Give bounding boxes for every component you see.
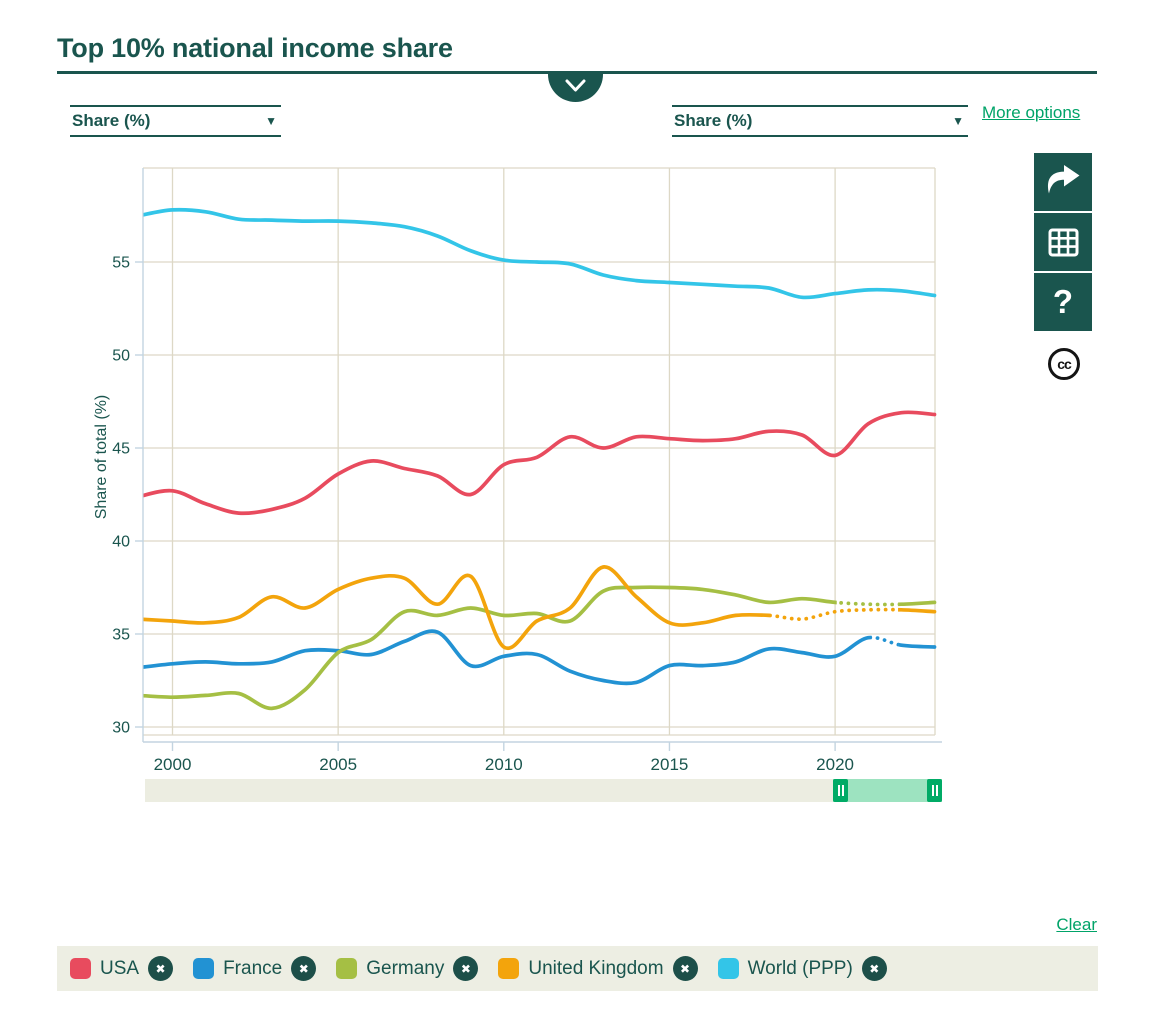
- cc-license-icon[interactable]: cc: [1048, 348, 1080, 380]
- time-range-slider[interactable]: [145, 779, 942, 802]
- y-tick-label: 30: [112, 720, 130, 737]
- series-line-world-ppp[interactable]: [139, 207, 937, 300]
- y-tick-label: 35: [112, 627, 130, 644]
- share-arrow-icon: [1048, 165, 1080, 194]
- series-line-france[interactable]: [139, 629, 937, 686]
- y-tick-label: 55: [112, 255, 130, 272]
- legend-item-germany: Germany ✖: [336, 956, 479, 981]
- slider-selected-range[interactable]: [833, 779, 942, 802]
- remove-world-ppp-button[interactable]: ✖: [861, 956, 887, 981]
- legend-label-united-kingdom: United Kingdom: [528, 957, 664, 979]
- question-mark-icon: ?: [1052, 283, 1074, 320]
- clear-link[interactable]: Clear: [1056, 915, 1097, 934]
- chevron-down-icon: [565, 79, 586, 92]
- series-group: [139, 207, 937, 711]
- data-table-button[interactable]: [1034, 213, 1092, 271]
- more-options-link[interactable]: More options: [982, 103, 1081, 122]
- remove-france-button[interactable]: ✖: [291, 956, 317, 981]
- legend-item-world-ppp: World (PPP) ✖: [717, 956, 887, 981]
- series-line-germany[interactable]: [139, 585, 937, 711]
- legend-swatch-usa: [70, 958, 91, 979]
- remove-united-kingdom-button[interactable]: ✖: [672, 956, 698, 981]
- cc-glyph: cc: [1057, 356, 1072, 372]
- y-tick-label: 45: [112, 441, 130, 458]
- variable-select-right-value: Share (%): [674, 111, 753, 130]
- legend-item-france: France ✖: [193, 956, 317, 981]
- chevron-down-icon: ▼: [952, 114, 964, 128]
- variable-select-left-value: Share (%): [72, 111, 151, 130]
- y-tick-label: 40: [112, 534, 130, 551]
- help-button[interactable]: ?: [1034, 273, 1092, 331]
- x-tick-label: 2015: [651, 755, 689, 774]
- grid: [135, 167, 942, 751]
- collapse-chart-button[interactable]: [548, 74, 603, 102]
- series-line-united-kingdom[interactable]: [139, 565, 937, 651]
- legend-swatch-world-ppp: [717, 958, 739, 979]
- legend-label-usa: USA: [100, 957, 140, 979]
- legend-item-usa: USA ✖: [70, 956, 174, 981]
- legend-label-germany: Germany: [366, 957, 445, 979]
- legend-swatch-united-kingdom: [498, 958, 520, 979]
- table-icon: [1048, 228, 1079, 257]
- legend-label-france: France: [223, 957, 283, 979]
- y-tick-label: 50: [112, 348, 130, 365]
- chevron-down-icon: ▼: [265, 114, 277, 128]
- page-title: Top 10% national income share: [57, 33, 453, 63]
- x-tick-label: 2000: [154, 755, 192, 774]
- series-line-france-projection[interactable]: [139, 631, 934, 683]
- legend-item-united-kingdom: United Kingdom ✖: [498, 956, 698, 981]
- legend-swatch-germany: [336, 958, 358, 979]
- series-line-germany-projection[interactable]: [139, 587, 934, 708]
- series-line-usa[interactable]: [139, 410, 937, 516]
- share-button[interactable]: [1034, 153, 1092, 211]
- x-tick-label: 2010: [485, 755, 523, 774]
- legend-label-world-ppp: World (PPP): [747, 957, 853, 979]
- legend-swatch-france: [193, 958, 215, 979]
- x-tick-label: 2020: [816, 755, 854, 774]
- legend-bar: USA ✖ France ✖ Germany ✖ United Kingdom ✖ World …: [57, 946, 1098, 991]
- variable-select-right[interactable]: Share (%) ▼: [672, 105, 968, 137]
- x-tick-label: 2005: [319, 755, 357, 774]
- variable-select-left[interactable]: Share (%) ▼: [70, 105, 281, 137]
- y-axis-title: Share of total (%): [93, 395, 110, 520]
- slider-handle-left[interactable]: [833, 779, 848, 802]
- title-divider: [57, 71, 1097, 74]
- slider-handle-right[interactable]: [927, 779, 942, 802]
- remove-usa-button[interactable]: ✖: [148, 956, 174, 981]
- remove-germany-button[interactable]: ✖: [453, 956, 479, 981]
- series-line-united-kingdom-projection[interactable]: [139, 567, 934, 648]
